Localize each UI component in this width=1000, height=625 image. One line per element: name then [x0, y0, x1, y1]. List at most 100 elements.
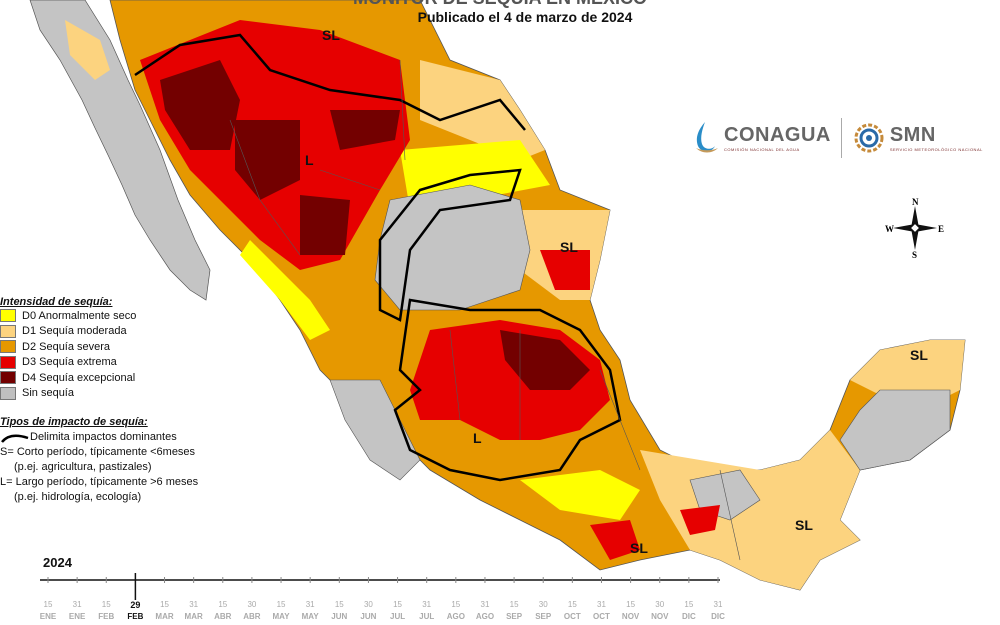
smn-sub: SERVICIO METEOROLÓGICO NACIONAL [889, 147, 983, 152]
d4-north2 [330, 110, 400, 150]
legend-item-none: Sin sequía [0, 386, 240, 402]
smn-name: SMN [889, 124, 936, 146]
timeline-day: 31 [72, 600, 82, 609]
impact-boundary-center [393, 298, 622, 482]
smn-logo-icon [854, 123, 884, 153]
boundary-line-icon [1, 434, 29, 443]
timeline-day: 15 [393, 600, 403, 609]
timeline-day: 15 [684, 600, 694, 609]
timeline-month: MAY [301, 612, 319, 621]
legend-item-d1: D1 Sequía moderada [0, 324, 240, 340]
timeline-month: FEB [127, 612, 144, 621]
no-drought-yucatan [839, 389, 951, 471]
timeline-day: 30 [655, 600, 665, 609]
timeline-day: 30 [538, 600, 548, 609]
page-subtitle: Publicado el 4 de marzo de 2024 [417, 9, 633, 25]
legend-label: Sin sequía [22, 387, 74, 400]
page-title: MONITOR DE SEQUÍA EN MÉXICO [0, 0, 1000, 9]
timeline-month: ENE [68, 612, 86, 621]
no-drought-center [374, 184, 531, 311]
conagua-logo-icon [696, 122, 718, 153]
label-sl-southeast: SL [795, 517, 813, 533]
legend-label: D1 Sequía moderada [22, 325, 127, 338]
label-l-center: L [473, 430, 482, 446]
timeline-day: 31 [422, 600, 432, 609]
timeline-day: 15 [160, 600, 169, 609]
d4-north3 [300, 195, 350, 255]
legend-label: D3 Sequía extrema [22, 356, 117, 369]
timeline-month: MAY [272, 612, 290, 621]
legend-swatch [0, 386, 16, 400]
compass-e: E [938, 224, 944, 234]
timeline-day: 15 [101, 600, 111, 609]
timeline-month: JUN [360, 612, 377, 621]
legend-title: Intensidad de sequía: [0, 296, 113, 308]
legend-swatch [0, 324, 16, 338]
legend-item-d4: D4 Sequía excepcional [0, 370, 240, 386]
boundary-label: Delimita impactos dominantes [30, 431, 177, 443]
long-line1: L= Largo período, típicamente >6 meses [0, 476, 199, 488]
timeline-month: SEP [506, 612, 523, 621]
timeline-month: FEB [98, 612, 115, 621]
timeline-day: 15 [276, 600, 286, 609]
timeline-month: OCT [593, 612, 610, 621]
logos: CONAGUA COMISIÓN NACIONAL DEL AGUA SMN S… [690, 118, 983, 158]
intensity-legend: Intensidad de sequía: D0 Anormalmente se… [0, 296, 240, 401]
timeline-month: MAR [184, 612, 203, 621]
compass-s: S [912, 250, 917, 258]
logo-divider [840, 118, 842, 158]
legend-item-d3: D3 Sequía extrema [0, 355, 240, 371]
timeline-day: 31 [480, 600, 490, 609]
legend-swatch [0, 355, 16, 369]
timeline-month: ABR [243, 612, 261, 621]
timeline-month: NOV [621, 612, 640, 621]
legend-label: D4 Sequía excepcional [22, 371, 136, 384]
timeline-month: JUN [331, 612, 348, 621]
timeline-month: NOV [651, 612, 669, 621]
label-sl-south: SL [630, 540, 648, 556]
compass-w: W [885, 224, 894, 234]
legend-swatch [0, 309, 16, 323]
d1-south [640, 430, 860, 590]
d3-east [540, 250, 590, 290]
label-sl-northwest: SL [322, 27, 340, 43]
conagua-name: CONAGUA [724, 124, 831, 146]
timeline-day: 15 [509, 600, 519, 609]
timeline-day: 15 [626, 600, 636, 609]
timeline: 2024 15 ENE 31 ENE 15 FEB 29 FEB 15 MAR 31 MAR 15 ABR… [0, 555, 740, 625]
short-line1: S= Corto período, típicamente <6meses [0, 446, 196, 458]
timeline-month: MAR [155, 612, 174, 621]
legend-label: D0 Anormalmente seco [22, 309, 137, 322]
timeline-month: AGO [475, 612, 495, 621]
impact-boundary-inner [378, 168, 522, 322]
impact-boundary-north [134, 33, 526, 131]
d3-south [590, 520, 640, 560]
d1-northeast [420, 60, 545, 160]
d0-band-south [520, 470, 640, 520]
label-sl-yucatan: SL [910, 347, 928, 363]
timeline-month: DIC [681, 612, 696, 621]
compass-rose-icon: N S W E [885, 198, 944, 258]
state-borders [229, 59, 741, 561]
impact-boundary-row: Delimita impactos dominantes [0, 430, 240, 445]
timeline-day: 15 [451, 600, 461, 609]
short-line2: (p.ej. agricultura, pastizales) [14, 461, 152, 473]
d4-north1 [235, 120, 300, 200]
label-sl-northeast: SL [560, 239, 578, 255]
d4-northwest [160, 60, 240, 150]
no-drought-pacific [329, 379, 421, 481]
timeline-day: 15 [334, 600, 344, 609]
timeline-day: 31 [597, 600, 606, 609]
legend-swatch [0, 371, 16, 385]
timeline-month: SEP [535, 612, 552, 621]
timeline-day: 30 [247, 600, 257, 609]
timeline-month: AGO [446, 612, 465, 621]
legend-label: D2 Sequía severa [22, 340, 111, 353]
timeline-year: 2024 [43, 555, 72, 570]
timeline-day: 15 [567, 600, 577, 609]
d4-center [500, 330, 590, 390]
timeline-axis [40, 573, 720, 600]
compass-n: N [912, 198, 919, 207]
timeline-day: 30 [363, 600, 373, 609]
